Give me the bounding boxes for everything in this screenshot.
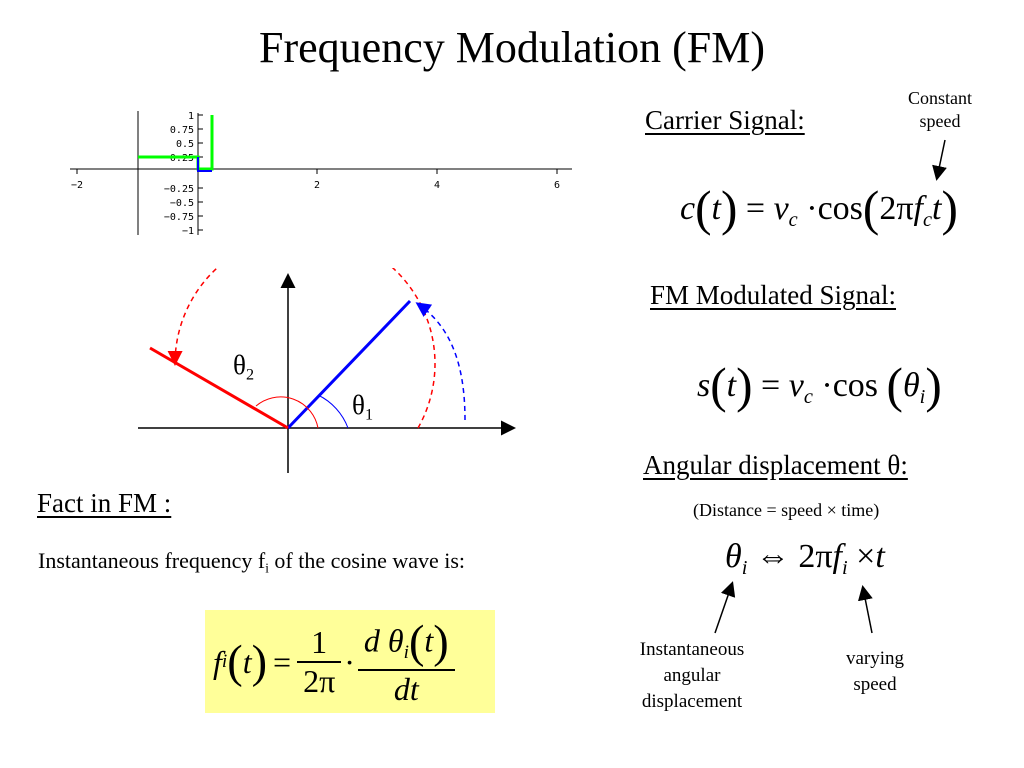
fact-text: Instantaneous frequency fi of the cosine…: [38, 548, 466, 576]
instantaneous-frequency-formula: f i(t) = 1 2π · d θi(t) dt: [213, 614, 493, 710]
phasor-red-vector: [149, 346, 289, 430]
fact-heading: Fact in FM :: [37, 488, 172, 518]
y-tick-label: 0.5: [176, 139, 194, 150]
left-annotation-arrow: [714, 581, 736, 634]
step-function-plot: −2 2 4 6 1 0.75 0.5 0.25 −0.25 −0.5 −0.7…: [70, 111, 572, 237]
fm-signal-heading: FM Modulated Signal:: [650, 280, 897, 310]
theta1-arc: [317, 394, 349, 429]
x-tick-label: −2: [71, 180, 83, 191]
x-tick-label: 2: [314, 180, 320, 191]
carrier-equation: c(t) = vc ·cos(2πfct): [680, 181, 958, 236]
annotation-arrows: [714, 581, 873, 634]
blue-dashed-arc: [415, 302, 466, 421]
angular-equation: θi ⇔ 2πfi ×t: [725, 538, 885, 580]
red-dashed-arc: [167, 268, 436, 429]
phasor-diagram: [138, 268, 516, 473]
carrier-heading: Carrier Signal:: [645, 105, 805, 135]
angular-heading: Angular displacement θ:: [643, 450, 908, 480]
y-tick-label: 1: [188, 111, 194, 122]
varying-speed-label: varying speed: [845, 648, 905, 695]
page-title: Frequency Modulation (FM): [259, 23, 765, 72]
y-tick-label: −0.75: [164, 212, 194, 223]
y-tick-label: −0.5: [170, 198, 194, 209]
y-tick-label: −1: [182, 226, 194, 237]
right-annotation-arrow: [857, 585, 873, 634]
distance-note: (Distance = speed × time): [693, 500, 880, 520]
instantaneous-frequency-formula-box: [205, 610, 495, 713]
phasor-blue-vector: [286, 299, 412, 430]
constant-speed-note: Constant speed: [907, 88, 972, 131]
plot-blue-trace: [197, 157, 212, 172]
y-tick-label: −0.25: [164, 184, 194, 195]
x-tick-label: 4: [434, 180, 440, 191]
theta2-arc: [255, 396, 319, 429]
instantaneous-displacement-label: Instantaneous angular displacement: [639, 639, 745, 712]
theta2-label: θ2: [233, 350, 255, 384]
constant-speed-arrow: [932, 139, 947, 181]
fm-signal-equation: s(t) = vc ·cos (θi): [697, 358, 942, 413]
y-tick-label: 0.75: [170, 125, 194, 136]
x-tick-label: 6: [554, 180, 560, 191]
theta1-label: θ1: [352, 390, 374, 424]
